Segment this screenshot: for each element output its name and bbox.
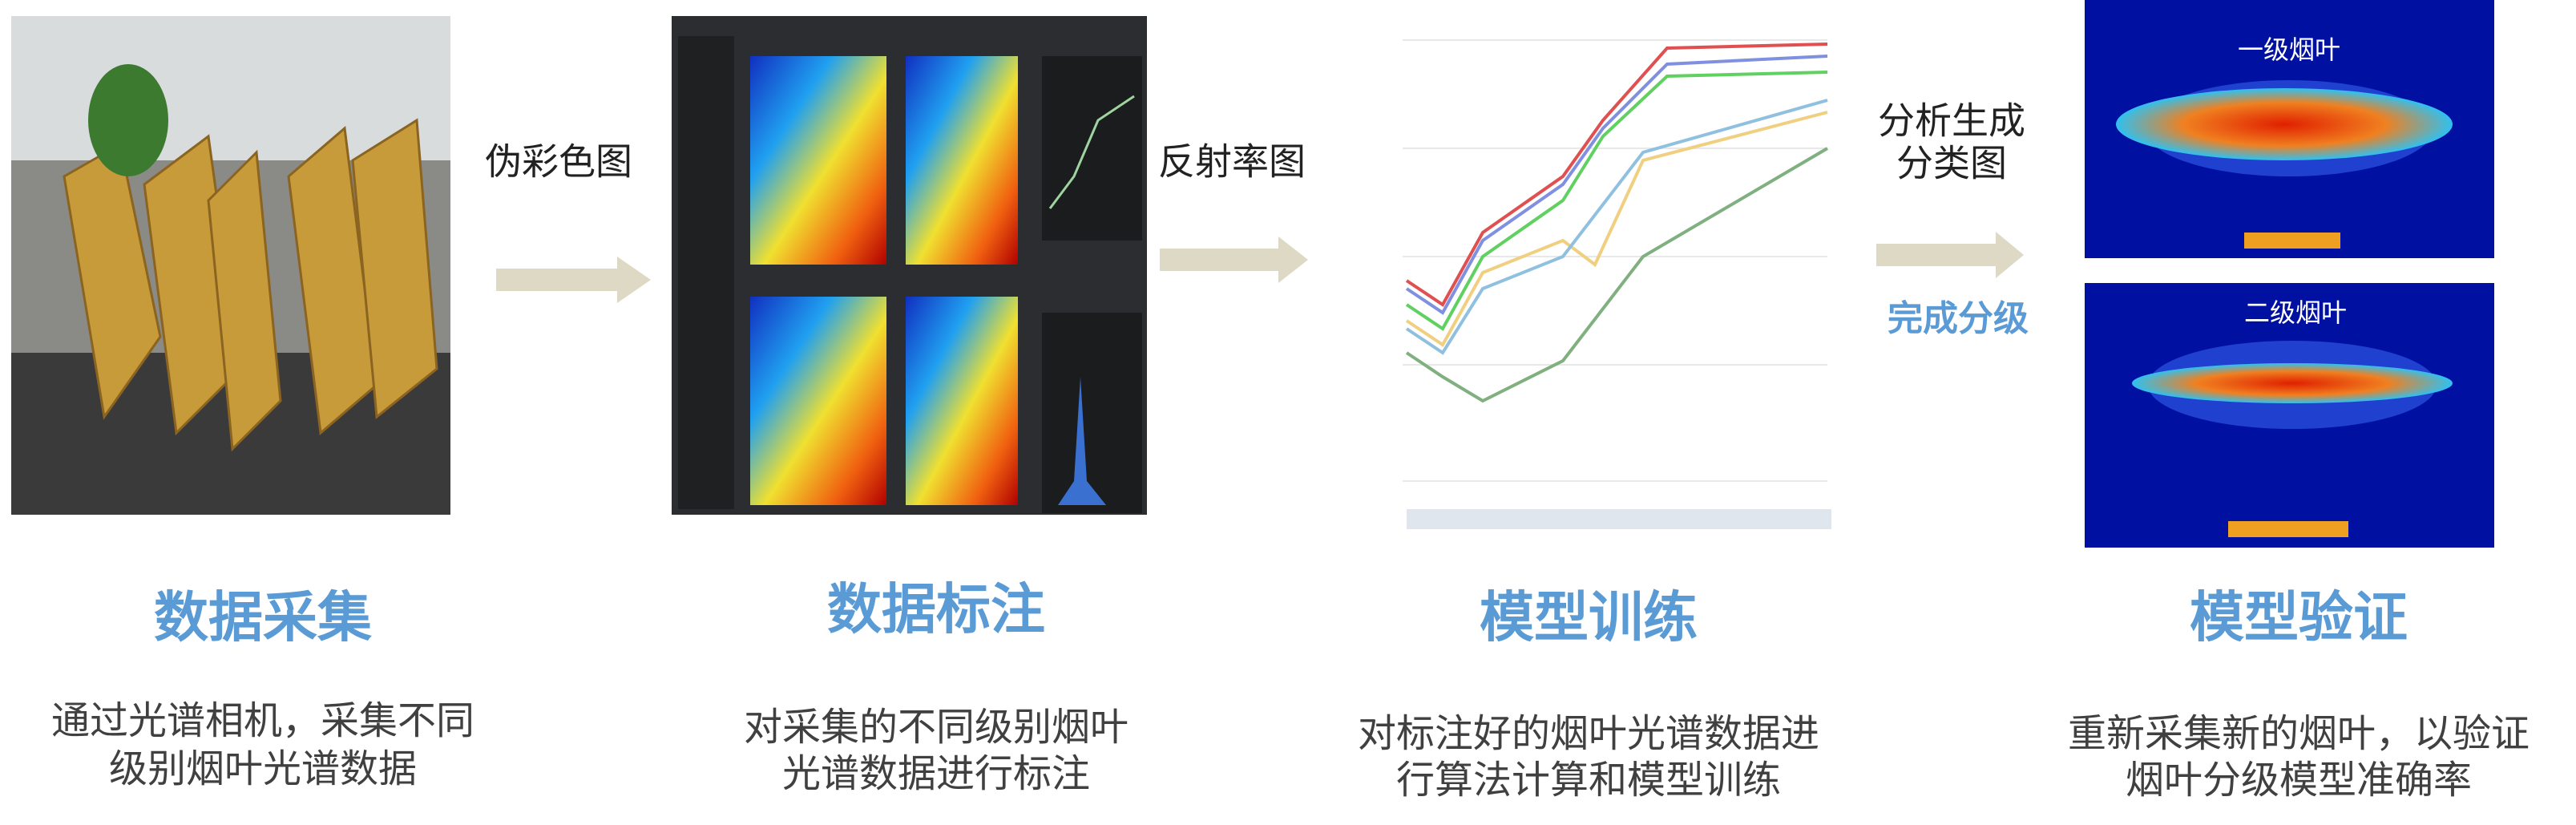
classification-map bbox=[2085, 0, 2494, 258]
step-description: 通过光谱相机，采集不同 bbox=[51, 698, 474, 743]
step-title: 模型训练 bbox=[1480, 587, 1698, 650]
step-description: 对采集的不同级别烟叶 bbox=[744, 705, 1129, 750]
arrow-note: 完成分级 bbox=[1888, 298, 2029, 339]
step-title: 模型验证 bbox=[2190, 587, 2408, 650]
step-title: 数据标注 bbox=[827, 579, 1045, 642]
step-description: 烟叶分级模型准确率 bbox=[2126, 758, 2472, 803]
arrow-label: 伪彩色图 bbox=[485, 140, 632, 184]
arrow-label: 分析生成 bbox=[1878, 99, 2025, 143]
classification-map bbox=[2085, 283, 2494, 548]
step-description: 级别烟叶光谱数据 bbox=[109, 746, 417, 791]
arrow bbox=[496, 257, 651, 303]
step-title: 数据采集 bbox=[154, 587, 372, 650]
result-label: 一级烟叶 bbox=[2238, 34, 2340, 65]
arrow bbox=[1160, 237, 1308, 283]
step-description: 对标注好的烟叶光谱数据进 bbox=[1358, 711, 1819, 756]
spectrum-chart bbox=[1347, 25, 1832, 534]
step-description: 重新采集新的烟叶，以验证 bbox=[2068, 711, 2530, 756]
step-description: 行算法计算和模型训练 bbox=[1396, 758, 1781, 803]
photo-tobacco bbox=[11, 16, 450, 515]
step-description: 光谱数据进行标注 bbox=[782, 751, 1090, 796]
result-label: 二级烟叶 bbox=[2244, 297, 2347, 328]
arrow-label: 分类图 bbox=[1896, 142, 2007, 185]
arrow bbox=[1876, 232, 2024, 278]
software-screenshot bbox=[672, 16, 1147, 515]
arrow-label: 反射率图 bbox=[1158, 140, 1306, 184]
